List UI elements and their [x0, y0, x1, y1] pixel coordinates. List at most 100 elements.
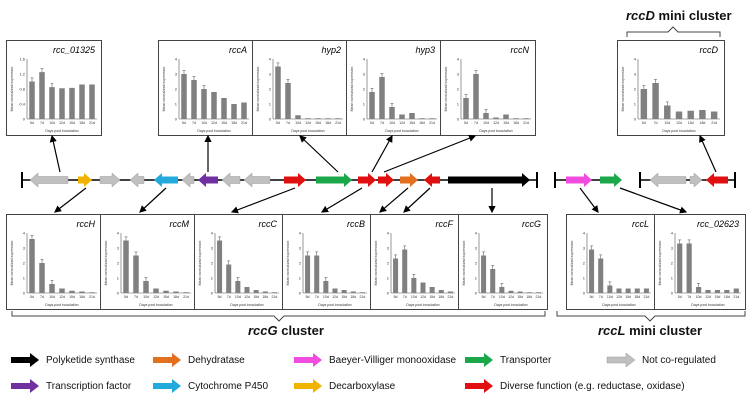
bar [420, 282, 426, 293]
bar [513, 118, 519, 119]
y-tick-label: 1 [299, 275, 302, 280]
x-tick-label: 12d [420, 295, 426, 299]
chart-rccn: rccN Mean normalized expression 0 1 2 3 4 5d 7d 1… [440, 40, 536, 136]
legend-arrow-icon [465, 353, 493, 367]
y-tick-label: 2 [23, 260, 26, 265]
y-axis-label: Mean normalized expression [570, 241, 574, 286]
x-tick-label: 21d [644, 295, 650, 299]
x-tick-label: 15d [163, 295, 169, 299]
bar [271, 292, 277, 293]
chart-title: rccD [700, 45, 719, 55]
x-tick-label: 5d [678, 295, 682, 299]
y-tick-label: 2 [387, 260, 390, 265]
legend-arrow-icon [153, 353, 181, 367]
y-tick-label: 2 [475, 260, 478, 265]
x-tick-label: 21d [89, 121, 95, 125]
bar [429, 118, 435, 119]
x-tick-label: 21d [523, 121, 529, 125]
chart-title: rccN [511, 45, 530, 55]
x-tick-label: 10d [664, 121, 670, 125]
y-axis-label: Mean normalized expression [350, 67, 354, 112]
chart-title: rccF [436, 219, 454, 229]
x-axis-label: Days post inoculation [45, 303, 78, 307]
x-tick-label: 18d [350, 295, 356, 299]
legend-arrow-icon [294, 353, 322, 367]
bar [379, 77, 385, 119]
y-tick-label: 2 [299, 260, 302, 265]
y-tick-label: 3 [475, 245, 478, 250]
bar [499, 287, 505, 293]
x-tick-label: 7d [40, 295, 44, 299]
connector-rccn [383, 134, 477, 173]
bar [490, 269, 496, 293]
x-tick-label: 15d [69, 121, 75, 125]
y-tick-label: 3 [175, 71, 178, 76]
y-tick-label: 0 [363, 116, 366, 121]
x-tick-label: 21d [335, 121, 341, 125]
x-axis-label: Days post inoculation [662, 129, 695, 133]
x-tick-label: 5d [276, 121, 280, 125]
x-tick-label: 5d [464, 121, 468, 125]
x-tick-label: 7d [315, 295, 319, 299]
bar [173, 291, 179, 293]
bar [643, 288, 649, 293]
x-tick-label: 5d [306, 295, 310, 299]
x-tick-label: 10d [483, 121, 489, 125]
bar [315, 118, 321, 119]
y-tick-label: 1.6 [19, 56, 25, 61]
gene-rccl [566, 173, 592, 187]
gene-rccn [378, 173, 394, 187]
gene-notcoreg-4 [181, 172, 195, 188]
gene-hyp2 [316, 173, 352, 187]
y-axis-label: Mean normalized expression [621, 67, 625, 112]
bar [523, 118, 529, 119]
chart-title: hyp3 [415, 45, 435, 55]
bar [535, 292, 541, 293]
y-tick-label: 0 [117, 290, 120, 295]
x-tick-label: 15d [517, 295, 523, 299]
connector-rcch [54, 187, 87, 213]
y-tick-label: 0 [269, 116, 272, 121]
y-tick-label: 2 [211, 260, 214, 265]
x-tick-label: 21d [733, 295, 739, 299]
x-tick-label: 7d [474, 121, 478, 125]
bar [675, 111, 683, 119]
y-tick-label: 2 [634, 86, 637, 91]
bar [664, 105, 671, 119]
x-tick-label: 18d [634, 295, 640, 299]
x-tick-label: 12d [676, 121, 682, 125]
x-tick-label: 15d [221, 121, 227, 125]
x-axis-label: Days post inoculation [602, 303, 635, 307]
x-tick-label: 15d [503, 121, 509, 125]
bar [226, 264, 232, 293]
bar [695, 287, 702, 293]
legend-arrow-icon [11, 353, 39, 367]
x-tick-label: 7d [687, 295, 691, 299]
legend-arrow-icon [465, 379, 493, 393]
brace-rccl [556, 311, 746, 322]
x-tick-label: 7d [599, 295, 603, 299]
legend-item: Transporter [464, 353, 551, 367]
bar [217, 240, 223, 293]
y-tick-label: 4 [363, 56, 366, 61]
bar [79, 291, 85, 293]
x-axis-label: Days post inoculation [494, 303, 527, 307]
bar [640, 89, 648, 119]
x-tick-label: 7d [654, 121, 658, 125]
bar [419, 118, 425, 119]
gene-rccb [400, 173, 418, 187]
y-tick-label: 3 [583, 245, 586, 250]
connector-rccb [320, 187, 363, 213]
y-tick-label: 2 [457, 86, 460, 91]
x-tick-label: 15d [69, 295, 75, 299]
y-tick-label: 4 [583, 230, 586, 235]
x-tick-label: 10d [389, 121, 395, 125]
gene-rccm [154, 173, 178, 187]
x-tick-label: 18d [513, 121, 519, 125]
y-tick-label: 0.4 [19, 101, 25, 106]
y-tick-label: 4 [457, 56, 460, 61]
gene-notcoreg-6 [243, 172, 271, 188]
bar [133, 255, 139, 293]
y-tick-label: 3 [634, 71, 637, 76]
y-axis-label: Mean normalized expression [462, 241, 466, 286]
